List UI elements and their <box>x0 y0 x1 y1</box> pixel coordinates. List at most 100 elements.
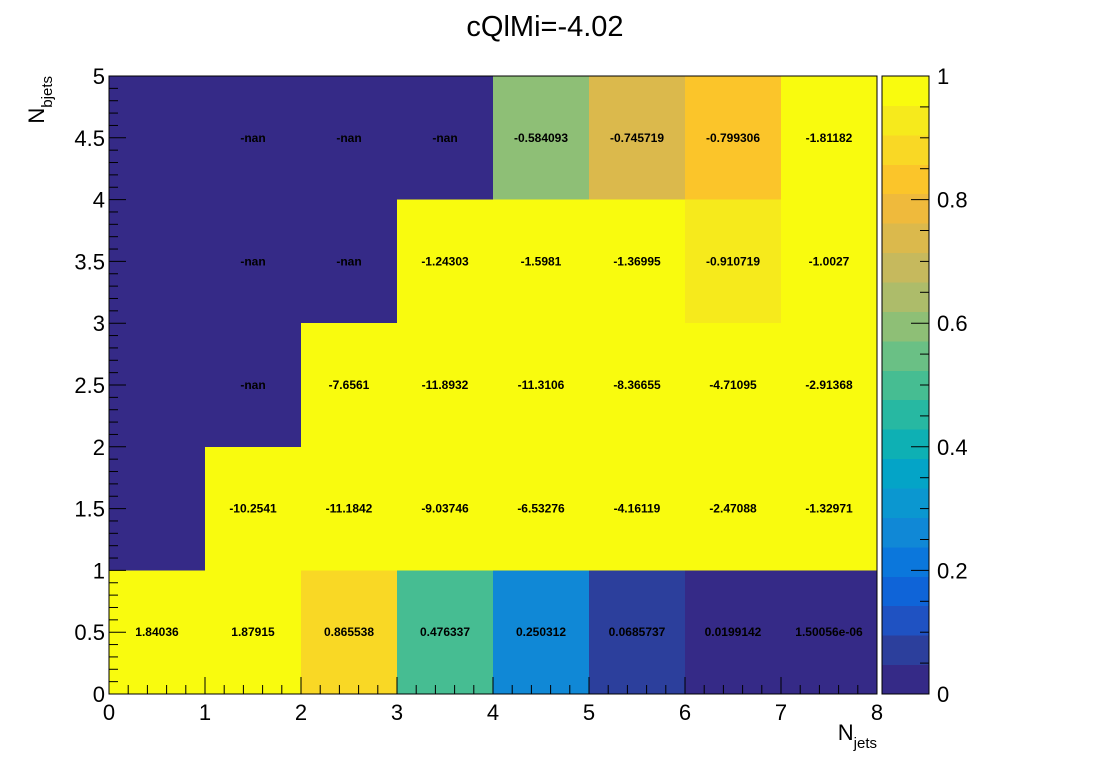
y-axis-label-main: N <box>24 108 49 124</box>
cell-value-label: -9.03746 <box>421 502 469 516</box>
colorbar-segment <box>882 340 929 371</box>
heatmap-cell <box>493 446 589 571</box>
heatmap-cell <box>301 76 397 200</box>
y-tick-label: 2.5 <box>74 373 105 398</box>
colorbar-tick-label: 0.2 <box>937 558 968 583</box>
colorbar-segment <box>882 458 929 489</box>
colorbar-segment <box>882 517 929 548</box>
heatmap-cell <box>397 323 493 447</box>
heatmap-cell <box>493 570 589 694</box>
chart-title: cQlMi=-4.02 <box>466 11 623 43</box>
heatmap-cell <box>685 76 781 200</box>
heatmap-cell <box>685 323 781 447</box>
y-tick-label: 4 <box>93 188 105 213</box>
x-axis-label-sub: jets <box>853 735 877 752</box>
cell-value-label: -10.2541 <box>229 502 277 516</box>
colorbar-tick-label: 0 <box>937 682 949 707</box>
heatmap-cell <box>589 323 685 447</box>
heatmap-cell <box>589 446 685 571</box>
x-tick-label: 8 <box>871 700 883 725</box>
y-tick-label: 2 <box>93 435 105 460</box>
x-axis-label-main: N <box>838 720 854 745</box>
cell-value-label: 1.87915 <box>231 625 275 639</box>
heatmap-cell <box>205 570 301 694</box>
x-tick-label: 0 <box>103 700 115 725</box>
x-tick-label: 7 <box>775 700 787 725</box>
heatmap-cell <box>589 570 685 694</box>
cell-value-label: -0.910719 <box>706 254 760 268</box>
heatmap-cell <box>397 446 493 571</box>
heatmap-cell <box>205 199 301 324</box>
cell-value-label: -4.16119 <box>614 502 661 516</box>
cell-value-label: -1.5981 <box>521 254 562 268</box>
heatmap-cell <box>685 446 781 571</box>
colorbar-segment <box>882 282 929 312</box>
heatmap-cell <box>301 570 397 694</box>
x-tick-label: 6 <box>679 700 691 725</box>
cell-value-label: 1.50056e-06 <box>795 625 863 639</box>
colorbar-segment <box>882 546 929 577</box>
colorbar-segment <box>882 252 929 283</box>
y-tick-label: 5 <box>93 64 105 89</box>
colorbar-tick-label: 1 <box>937 64 949 89</box>
x-tick-label: 4 <box>487 700 499 725</box>
colorbar-segment <box>882 134 929 165</box>
colorbar-segment <box>882 164 929 195</box>
heatmap-cell <box>205 446 301 571</box>
colorbar-segment <box>882 311 929 342</box>
heatmap-cell <box>781 323 877 447</box>
cell-value-label: -1.81182 <box>806 131 853 145</box>
axes: 0 1 2 3 4 5 6 7 8 0 0.5 1 1.5 2 2.5 3 3.5 4 4.5 5 <box>74 64 883 725</box>
heatmap-cell <box>205 76 301 200</box>
colorbar-segment <box>882 399 929 430</box>
cell-value-label: 0.865538 <box>324 625 374 639</box>
heatmap-cell <box>205 323 301 447</box>
y-axis-label: Nbjets <box>24 76 56 124</box>
x-tick-label: 5 <box>583 700 595 725</box>
y-tick-label: 0 <box>93 682 105 707</box>
y-tick-label: 4.5 <box>74 126 105 151</box>
cell-value-label: -1.32971 <box>805 502 853 516</box>
cell-value-label: 1.84036 <box>135 625 179 639</box>
heatmap-cell <box>781 76 877 200</box>
heatmap-cell <box>589 76 685 200</box>
heatmap-cell <box>781 199 877 324</box>
y-tick-label: 3.5 <box>74 249 105 274</box>
colorbar-segment <box>882 429 929 460</box>
heatmap-cell <box>685 199 781 324</box>
cell-value-label: -8.36655 <box>613 378 661 392</box>
y-tick-label: 1.5 <box>74 497 105 522</box>
colorbar-segment <box>882 488 929 518</box>
colorbar-segment <box>882 664 929 695</box>
cell-value-label: -1.24303 <box>421 254 469 268</box>
colorbar-segment <box>882 635 929 666</box>
cell-value-label: -11.1842 <box>326 502 373 516</box>
y-tick-label: 1 <box>93 558 105 583</box>
cell-value-label: -nan <box>432 131 457 145</box>
cell-value-label: 0.476337 <box>420 625 470 639</box>
cell-value-label: -2.47088 <box>709 502 757 516</box>
heatmap-cell <box>781 446 877 571</box>
cell-value-label: -0.584093 <box>514 131 568 145</box>
colorbar-tick-label: 0.6 <box>937 311 968 336</box>
cell-value-label: 0.0199142 <box>705 625 762 639</box>
x-tick-label: 1 <box>199 700 211 725</box>
colorbar-segment <box>882 76 929 106</box>
cell-value-label: -6.53276 <box>517 502 565 516</box>
y-tick-label: 0.5 <box>74 620 105 645</box>
heatmap-cell <box>397 570 493 694</box>
cell-value-label: -11.8932 <box>422 378 469 392</box>
colorbar: 0 0.2 0.4 0.6 0.8 1 <box>881 64 968 707</box>
heatmap-cell <box>301 323 397 447</box>
colorbar-tick-label: 0.8 <box>937 188 968 213</box>
colorbar-segment <box>882 193 929 224</box>
colorbar-segment <box>882 223 929 254</box>
cell-value-label: -1.0027 <box>809 254 850 268</box>
cell-value-label: -11.3106 <box>518 378 565 392</box>
x-axis-label: Njets <box>838 720 877 752</box>
cell-value-label: -nan <box>336 254 361 268</box>
heatmap-cell <box>589 199 685 324</box>
colorbar-segment <box>882 105 929 136</box>
x-tick-label: 3 <box>391 700 403 725</box>
y-axis-label-sub: bjets <box>39 76 56 108</box>
